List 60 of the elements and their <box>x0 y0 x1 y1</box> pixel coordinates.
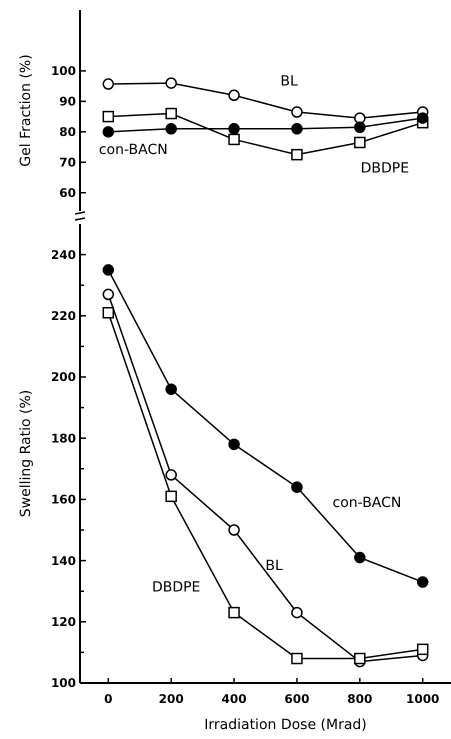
point <box>102 264 114 276</box>
x-tick-label: 600 <box>284 692 310 706</box>
x-tick-label: 400 <box>222 692 247 706</box>
y-axis-title: Gel Fraction (%) <box>18 54 34 167</box>
y-tick-label: 70 <box>59 155 76 170</box>
point <box>354 552 366 564</box>
point <box>291 481 303 493</box>
point <box>354 652 366 664</box>
point <box>291 652 303 664</box>
y-tick-label: 120 <box>50 615 76 629</box>
y-tick-label: 90 <box>59 94 76 109</box>
y-tick-label: 240 <box>50 248 76 262</box>
point <box>165 383 177 395</box>
point <box>165 108 177 120</box>
point <box>228 606 240 618</box>
y-tick-label: 100 <box>50 676 76 690</box>
point <box>228 524 240 536</box>
point <box>354 136 366 148</box>
point <box>165 469 177 481</box>
point <box>291 606 303 618</box>
series-label: con-BACN <box>98 142 168 158</box>
series-label: DBDPE <box>152 579 200 596</box>
point <box>416 112 428 124</box>
series-label: con-BACN <box>332 495 402 512</box>
x-tick-label: 200 <box>158 692 184 706</box>
point <box>228 123 240 135</box>
point <box>102 288 114 300</box>
point <box>416 576 428 588</box>
y-tick-label: 80 <box>59 125 76 140</box>
x-tick-label: 800 <box>347 692 372 706</box>
y-axis-title: Swelling Ratio (%) <box>18 390 34 518</box>
point <box>291 148 303 160</box>
point <box>416 644 428 656</box>
y-tick-label: 180 <box>50 431 76 446</box>
y-tick-label: 160 <box>50 492 76 507</box>
y-tick-label: 140 <box>50 554 76 568</box>
point <box>165 77 177 89</box>
point <box>165 123 177 135</box>
point <box>291 123 303 135</box>
y-tick-label: 220 <box>50 309 76 323</box>
point <box>102 78 114 90</box>
point <box>102 126 114 138</box>
x-axis-title: Irradiation Dose (Mrad) <box>204 717 367 733</box>
point <box>228 438 240 450</box>
x-tick-label: 0 <box>104 692 112 706</box>
point <box>228 90 240 102</box>
y-tick-label: 200 <box>50 370 76 384</box>
series-label: BL <box>280 73 298 90</box>
y-tick-label: 100 <box>50 64 76 78</box>
point <box>102 306 114 318</box>
y-tick-label: 60 <box>59 186 76 200</box>
series-label: BL <box>265 558 283 574</box>
point <box>354 122 366 133</box>
point <box>102 110 114 122</box>
point <box>354 112 366 124</box>
series-label: DBDPE <box>360 160 410 176</box>
point <box>228 134 240 146</box>
point <box>291 106 303 118</box>
point <box>165 490 177 502</box>
x-tick-label: 1000 <box>406 692 440 706</box>
